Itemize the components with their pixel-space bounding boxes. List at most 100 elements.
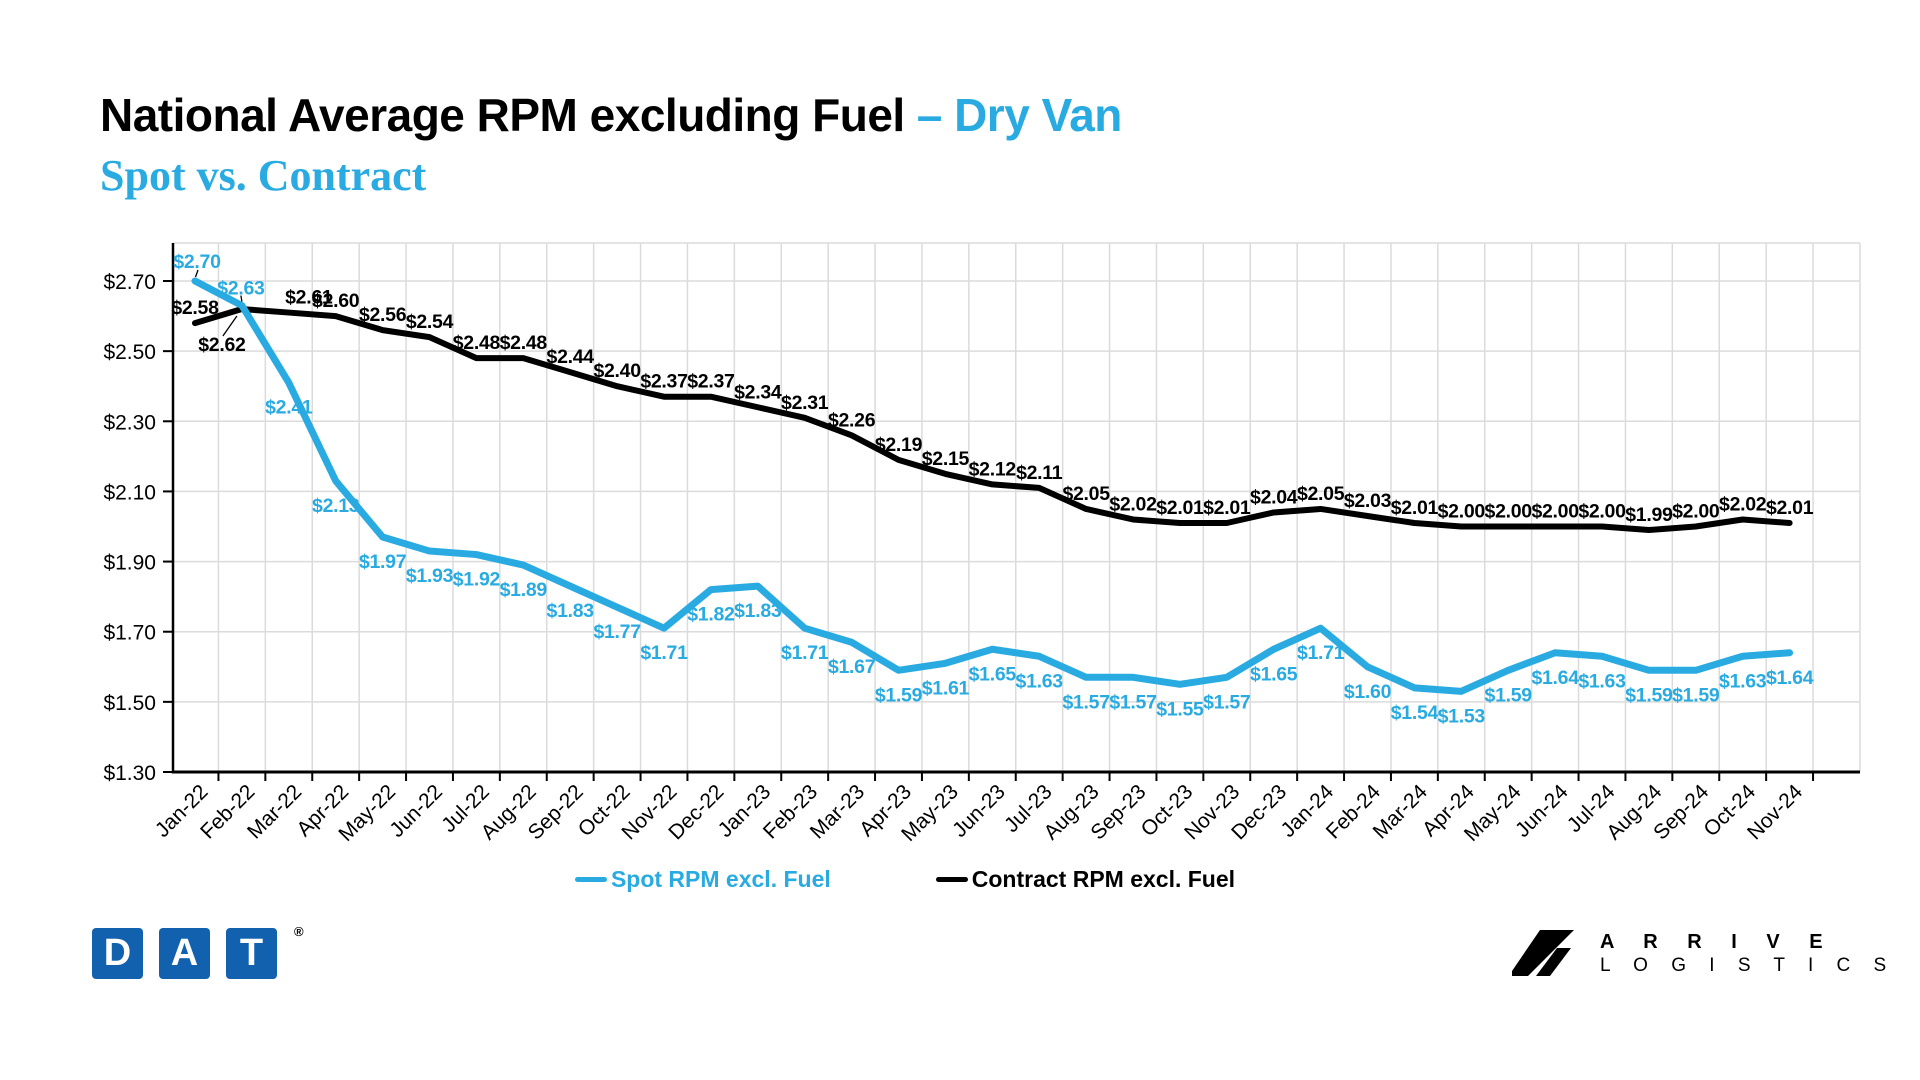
spot-point-label: $1.63 xyxy=(1578,670,1626,692)
spot-point-label: $1.64 xyxy=(1766,667,1814,689)
x-tick-label: Jun-23 xyxy=(948,780,1010,842)
contract-point-label: $2.02 xyxy=(1719,493,1767,515)
page-title: National Average RPM excluding Fuel – Dry… xyxy=(100,88,1122,142)
y-tick-label: $2.50 xyxy=(103,341,156,364)
contract-point-label: $2.00 xyxy=(1438,501,1486,523)
spot-point-label: $1.53 xyxy=(1438,705,1486,727)
chart-legend: Spot RPM excl. Fuel Contract RPM excl. F… xyxy=(0,866,1810,893)
contract-point-label: $2.54 xyxy=(406,311,454,333)
y-tick-label: $2.30 xyxy=(103,411,156,434)
y-axis-ticks: $1.30 $1.50 $1.70 $1.90 $2.10 $2.30 $2.50 $2.70 xyxy=(103,271,173,785)
contract-point-label: $2.12 xyxy=(969,458,1017,480)
x-tick-label: Jun-22 xyxy=(385,780,447,842)
contract-point-label: $2.34 xyxy=(734,381,782,403)
x-tick-label: Mar-24 xyxy=(1369,780,1433,844)
spot-point-label: $1.57 xyxy=(1062,691,1109,713)
contract-point-label: $2.62 xyxy=(198,334,246,356)
spot-point-label: $1.54 xyxy=(1391,702,1439,724)
spot-point-label: $2.63 xyxy=(217,278,265,300)
contract-line-swatch-icon xyxy=(935,877,968,882)
dat-registered-mark: ® xyxy=(294,924,304,939)
page-title-highlight: – Dry Van xyxy=(916,89,1123,141)
spot-point-label: $1.61 xyxy=(922,677,970,699)
x-tick-label: Jun-24 xyxy=(1511,780,1573,842)
contract-point-label: $2.00 xyxy=(1485,501,1533,523)
spot-line xyxy=(191,277,1794,695)
spot-point-label: $1.71 xyxy=(640,642,688,664)
contract-point-label: $2.40 xyxy=(593,360,641,382)
page-title-main: National Average RPM excluding Fuel xyxy=(100,89,905,141)
spot-point-label: $1.65 xyxy=(1250,663,1298,685)
spot-point-label: $1.82 xyxy=(687,604,735,626)
arrive-logistics-logo: A R R I V E L O G I S T I C S xyxy=(1512,930,1895,978)
contract-point-label: $2.48 xyxy=(453,332,501,354)
contract-point-label: $2.26 xyxy=(828,409,876,431)
spot-point-label: $1.57 xyxy=(1109,691,1156,713)
spot-point-label: $1.83 xyxy=(547,600,595,622)
contract-point-label: $2.01 xyxy=(1391,497,1439,519)
dat-logo-letter-d: D xyxy=(92,928,143,979)
spot-point-label: $1.67 xyxy=(828,656,875,678)
y-tick-label: $1.50 xyxy=(103,692,156,715)
legend-item-spot: Spot RPM excl. Fuel xyxy=(574,866,831,893)
spot-point-label: $1.59 xyxy=(875,684,923,706)
arrive-a-icon xyxy=(1512,930,1574,976)
title-block: National Average RPM excluding Fuel – Dry… xyxy=(100,88,1122,201)
spot-point-label: $1.89 xyxy=(500,579,548,601)
contract-point-label: $2.02 xyxy=(1109,493,1157,515)
contract-point-label: $2.00 xyxy=(1531,501,1579,523)
contract-point-label: $2.04 xyxy=(1250,486,1298,508)
x-axis-ticks: Jan-22Feb-22Mar-22Apr-22May-22Jun-22Jul-… xyxy=(151,772,1815,846)
spot-point-label: $1.93 xyxy=(406,565,454,587)
legend-label-spot: Spot RPM excl. Fuel xyxy=(610,866,831,892)
spot-point-label: $2.70 xyxy=(173,251,221,273)
contract-point-label: $2.15 xyxy=(922,448,970,470)
spot-point-label: $1.59 xyxy=(1625,684,1673,706)
spot-point-label: $1.71 xyxy=(781,642,829,664)
contract-point-label: $2.00 xyxy=(1578,501,1626,523)
spot-point-label: $1.55 xyxy=(1156,698,1204,720)
spot-point-label: $2.13 xyxy=(312,495,360,517)
spot-point-label: $1.83 xyxy=(734,600,782,622)
contract-point-label: $2.11 xyxy=(1016,462,1063,484)
y-tick-label: $1.90 xyxy=(103,552,156,575)
legend-item-contract: Contract RPM excl. Fuel xyxy=(935,866,1235,893)
contract-point-label: $2.00 xyxy=(1672,501,1720,523)
spot-line-swatch-icon xyxy=(574,877,607,882)
contract-point-label: $2.05 xyxy=(1297,483,1345,505)
spot-point-label: $1.97 xyxy=(359,551,406,573)
contract-point-label: $2.01 xyxy=(1156,497,1204,519)
contract-point-label: $2.44 xyxy=(547,346,595,368)
contract-point-label: $2.03 xyxy=(1344,490,1392,512)
contract-point-label: $2.56 xyxy=(359,304,407,326)
spot-point-label: $1.92 xyxy=(453,569,501,591)
contract-point-label: $2.31 xyxy=(781,392,829,414)
dat-logo-letter-t: T xyxy=(226,928,277,979)
dat-logo: D A T xyxy=(92,928,277,979)
y-tick-label: $2.10 xyxy=(103,481,156,504)
y-tick-label: $1.70 xyxy=(103,622,156,645)
contract-point-label: $1.99 xyxy=(1625,504,1673,526)
contract-point-label: $2.01 xyxy=(1203,497,1251,519)
y-tick-label: $2.70 xyxy=(103,271,156,294)
contract-point-label: $2.05 xyxy=(1062,483,1110,505)
spot-point-label: $1.59 xyxy=(1672,684,1720,706)
y-tick-label: $1.30 xyxy=(103,762,156,785)
spot-point-label: $2.41 xyxy=(265,397,313,419)
contract-point-label: $2.37 xyxy=(640,371,687,393)
contract-point-label: $2.37 xyxy=(687,371,734,393)
contract-point-label: $2.58 xyxy=(171,297,219,319)
spot-point-label: $1.60 xyxy=(1344,681,1392,703)
spot-point-label: $1.57 xyxy=(1203,691,1250,713)
contract-point-label: $2.48 xyxy=(500,332,548,354)
contract-point-labels: $2.58$2.62$2.61$2.60$2.56 $2.54$2.48 $2.48… xyxy=(171,287,1814,526)
contract-point-label: $2.01 xyxy=(1766,497,1814,519)
spot-point-label: $1.65 xyxy=(969,663,1017,685)
spot-point-label: $1.71 xyxy=(1297,642,1345,664)
dat-logo-letter-a: A xyxy=(159,928,210,979)
page-subtitle: Spot vs. Contract xyxy=(100,151,427,200)
spot-point-label: $1.59 xyxy=(1485,684,1533,706)
spot-point-labels: $2.70 $2.63 $2.41 $2.13 $1.97$1.93 $1.92 $1.89… xyxy=(173,251,1814,727)
arrive-logo-line1: A R R I V E xyxy=(1600,931,1835,953)
